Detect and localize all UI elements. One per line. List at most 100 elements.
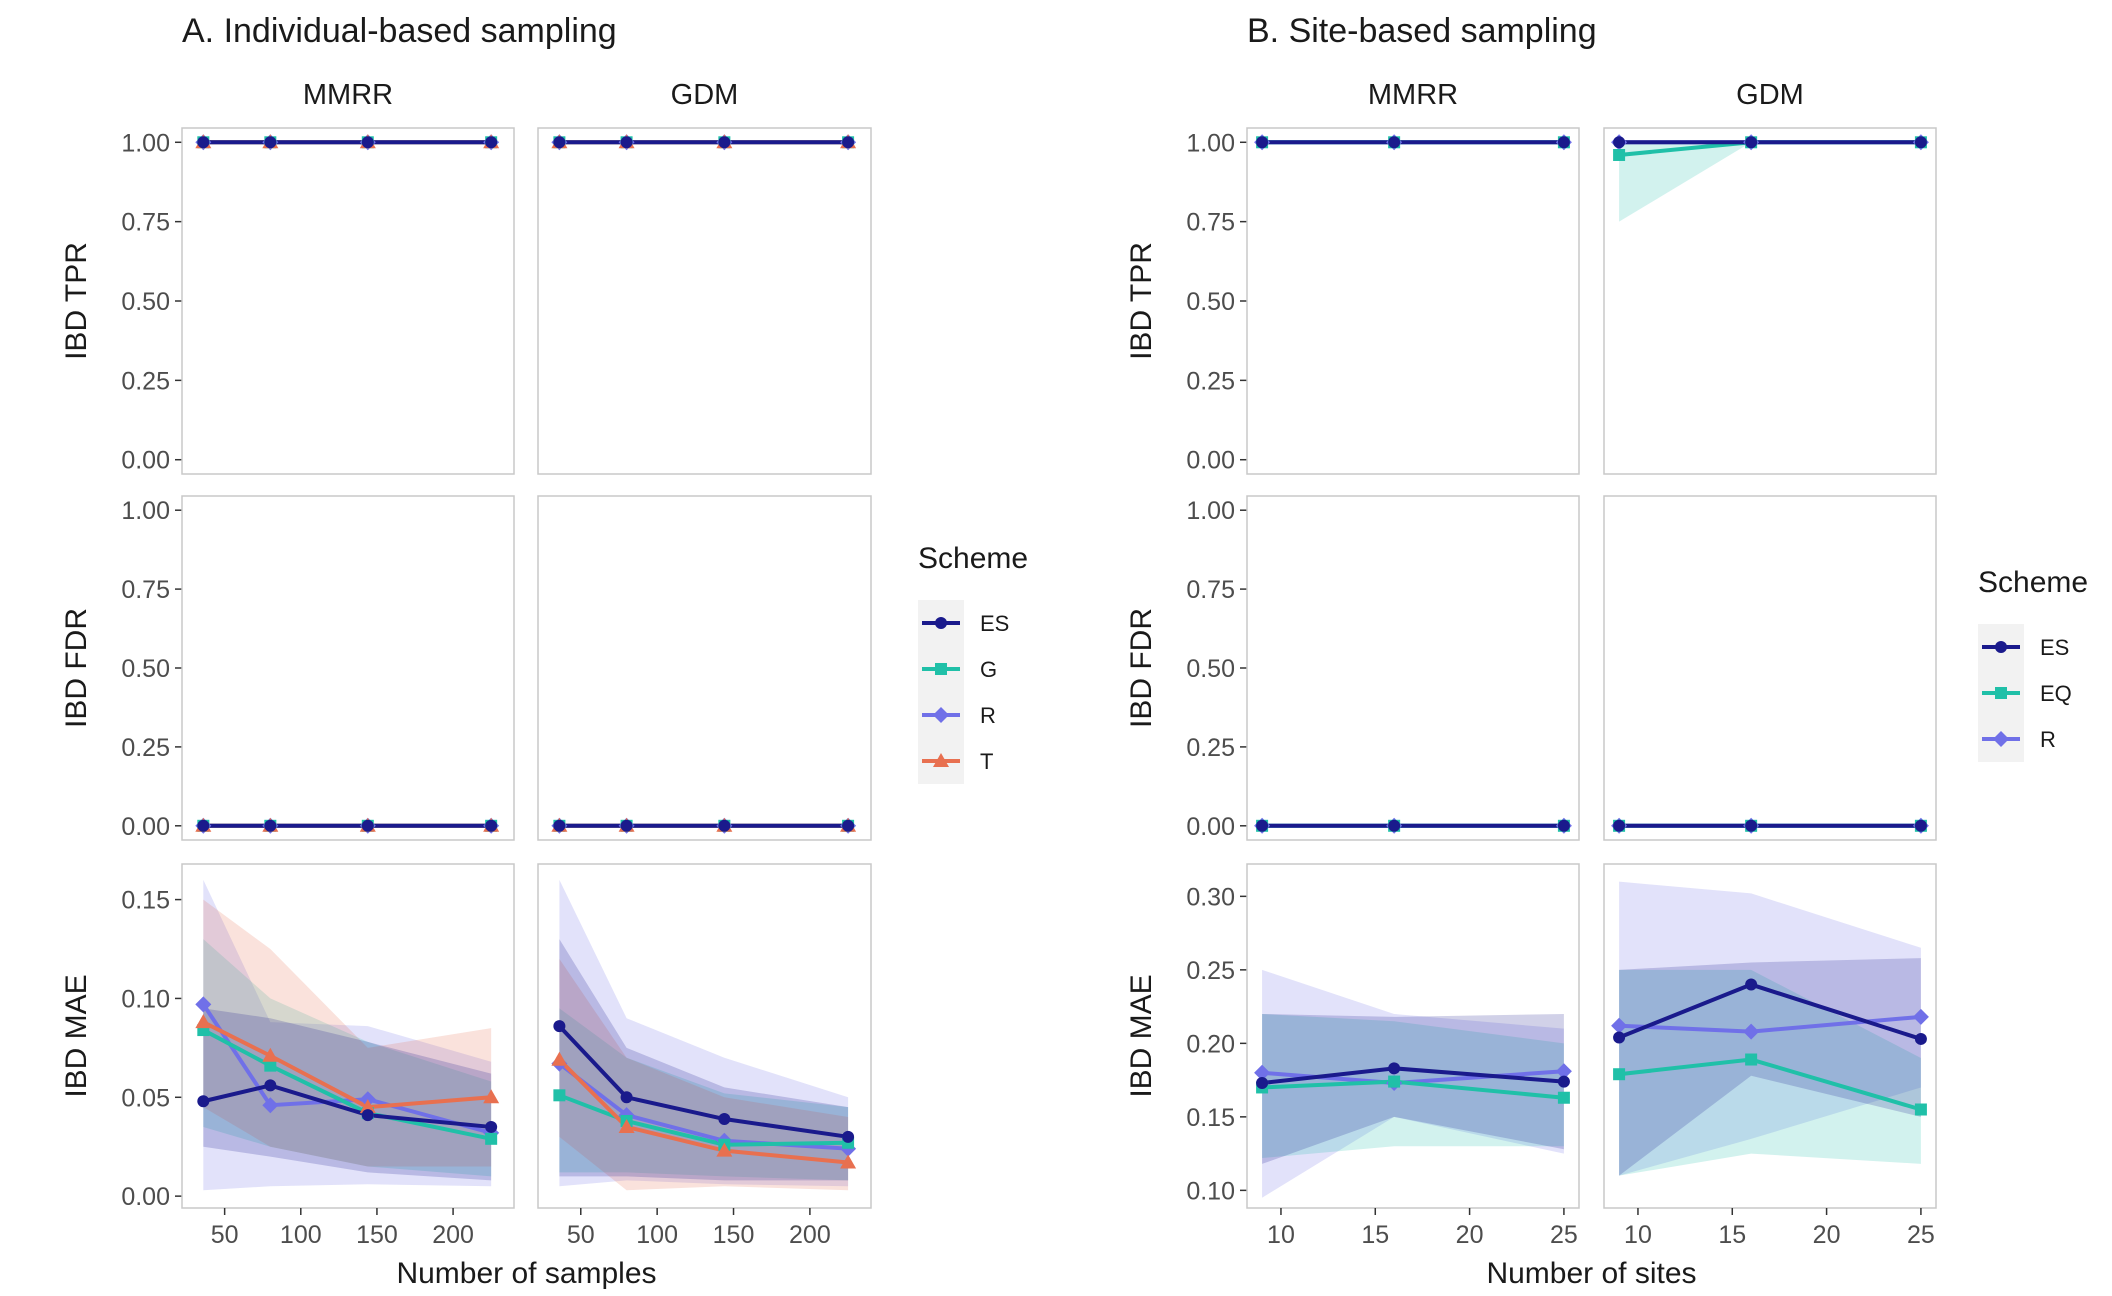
panel-frame: [1603, 495, 1937, 841]
data-point-es: [361, 136, 374, 149]
data-point-es: [553, 819, 566, 832]
y-tick-label: 0.30: [1186, 883, 1235, 911]
data-point-es: [264, 136, 277, 149]
series-line-g: [202, 1028, 492, 1141]
panel-ibd-fdr-gdm: [1603, 495, 1937, 841]
data-point-es: [718, 1113, 731, 1126]
y-tick-label: 0.10: [1186, 1177, 1235, 1205]
data-point-es: [197, 1095, 210, 1108]
data-point-r: [1743, 1023, 1760, 1040]
y-tick-label: 0.75: [1186, 576, 1235, 604]
data-point-es: [1613, 819, 1626, 832]
data-point-es: [1388, 136, 1401, 149]
panel-ibd-tpr-mmrr: [1246, 127, 1580, 475]
data-point-es: [264, 819, 277, 832]
data-point-es: [1388, 1062, 1401, 1075]
data-point-es: [718, 136, 731, 149]
legend: Scheme ES GRT: [918, 542, 1028, 784]
y-tick-label: 1.00: [1186, 129, 1235, 157]
y-tick-label: 0.15: [1186, 1104, 1235, 1132]
data-point-t: [262, 1047, 279, 1062]
facet-label-gdm: GDM: [671, 79, 739, 111]
y-tick-label: 1.00: [121, 129, 170, 157]
x-tick-label: 50: [211, 1221, 239, 1249]
data-point-es: [361, 1109, 374, 1122]
y-tick-label: 0.20: [1186, 1030, 1235, 1058]
data-point-es: [1388, 819, 1401, 832]
panel-frame: [537, 495, 872, 841]
y-tick-label: 0.00: [1186, 813, 1235, 841]
data-point-es: [1914, 819, 1927, 832]
y-tick-label: 0.15: [121, 887, 170, 915]
facet-label-mmrr: MMRR: [1368, 79, 1458, 111]
data-point-r: [1254, 1064, 1271, 1081]
data-point-eq: [1557, 1091, 1570, 1104]
panel-plot-area: [1611, 134, 1929, 222]
panel-plot-area: [1611, 881, 1929, 1176]
data-point-es: [197, 136, 210, 149]
data-point-t: [359, 1099, 376, 1114]
data-point-es: [264, 1079, 277, 1092]
data-point-es: [553, 136, 566, 149]
data-point-es: [1557, 1075, 1570, 1088]
y-tick-label: 0.25: [1186, 957, 1235, 985]
x-axis-label: Number of samples: [396, 1257, 656, 1290]
data-point-t: [483, 1089, 500, 1104]
series-line-t: [202, 1020, 492, 1110]
y-tick-label: 0.00: [121, 813, 170, 841]
y-tick-label: 0.25: [121, 367, 170, 395]
data-point-g: [485, 1132, 498, 1145]
panel-ibd-fdr-mmrr: [181, 495, 515, 841]
data-point-es: [1613, 1031, 1626, 1044]
legend-title: Scheme: [918, 542, 1028, 575]
chart-individual-based: A. Individual-based sampling MMRR GDM IBD T…: [60, 12, 1028, 1290]
legend-item-r: R: [980, 703, 996, 728]
x-tick-label: 25: [1550, 1221, 1578, 1249]
data-point-r: [1555, 1063, 1572, 1080]
panel-ibd-mae-gdm: 10 15 20 25: [1603, 863, 1937, 1249]
data-point-t: [551, 1051, 568, 1066]
x-tick-label: 100: [280, 1221, 322, 1249]
data-point-g: [553, 1089, 566, 1102]
panel-plot-area: [1611, 817, 1929, 834]
y-tick-label: 0.50: [121, 655, 170, 683]
panel-ibd-tpr-gdm: [537, 127, 872, 475]
x-tick-label: 10: [1624, 1221, 1652, 1249]
data-point-es: [361, 819, 374, 832]
legend-key-marker: [1995, 641, 2007, 653]
legend: Scheme ES EQ R: [1978, 566, 2088, 762]
x-tick-label: 50: [567, 1221, 595, 1249]
legend-key-marker: [933, 753, 949, 767]
ribbon-r: [559, 879, 849, 1187]
y-axis-label: IBD FDR: [1125, 608, 1158, 728]
panel-ibd-mae-mmrr: 50 100 150 200: [181, 863, 515, 1249]
y-tick-label: 0.10: [121, 985, 170, 1013]
panel-frame: [1246, 863, 1580, 1209]
x-tick-label: 150: [356, 1221, 398, 1249]
data-point-es: [553, 1020, 566, 1033]
ribbon-g: [559, 1008, 849, 1181]
ribbon-t: [203, 899, 492, 1167]
x-tick-label: 15: [1361, 1221, 1389, 1249]
data-point-t: [840, 1154, 857, 1169]
legend-title: Scheme: [1978, 566, 2088, 599]
data-point-t: [195, 1014, 212, 1029]
panel-ibd-tpr-mmrr: [181, 127, 515, 475]
panel-plot-area: [195, 134, 500, 151]
y-tick-label: 0.25: [1186, 367, 1235, 395]
x-tick-label: 150: [713, 1221, 755, 1249]
y-tick-label: 0.00: [121, 447, 170, 475]
data-point-es: [842, 136, 855, 149]
x-axis-label: Number of sites: [1486, 1257, 1696, 1290]
data-point-es: [197, 819, 210, 832]
ribbon-eq: [1619, 969, 1921, 1176]
panel-plot-area: [1254, 134, 1572, 151]
data-point-eq: [1388, 1075, 1401, 1088]
data-point-t: [618, 1118, 635, 1133]
data-point-es: [842, 819, 855, 832]
y-tick-label: 1.00: [121, 497, 170, 525]
data-point-es: [485, 1120, 498, 1133]
legend-key-marker: [933, 707, 949, 723]
y-tick-label: 0.25: [121, 734, 170, 762]
